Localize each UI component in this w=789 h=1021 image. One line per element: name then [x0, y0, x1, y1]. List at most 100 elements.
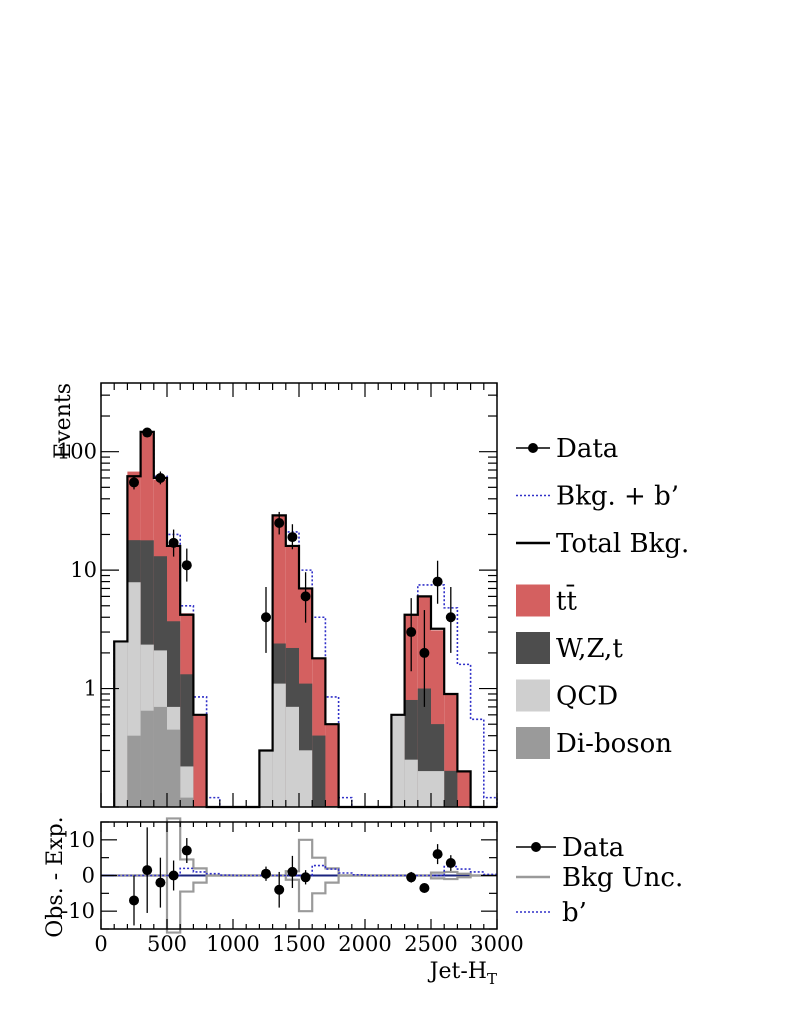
- stack-bar-qcd-24: [431, 771, 445, 807]
- ratio-y-axis-label: Obs. - Exp.: [43, 816, 68, 937]
- x-tick-label: 2000: [338, 932, 391, 956]
- ratio-point-1: [142, 865, 153, 876]
- legend-marker-dot: [531, 842, 541, 852]
- main-y-tick-label: 10: [70, 558, 97, 582]
- legend-label: tt̄: [556, 584, 577, 617]
- legend-label: QCD: [556, 682, 618, 712]
- ratio-point-0: [129, 895, 139, 906]
- ratio-point-5: [261, 868, 271, 879]
- ratio-axis-ticks: -10 0 10 0 500 1000 1500 2000 2500 3000: [61, 821, 524, 956]
- stack-bar-qcd-0: [114, 641, 128, 807]
- x-axis-label-main: Jet-H: [428, 959, 487, 984]
- stack-bar-diboson-3: [153, 706, 167, 807]
- legend-item-2: Total Bkg.: [516, 529, 689, 559]
- data-point-8: [300, 591, 311, 602]
- data-point-3: [168, 537, 179, 548]
- main-y-tick-label: 1: [84, 677, 97, 701]
- ratio-data-group: [129, 827, 456, 926]
- legend-swatch: [516, 632, 550, 664]
- legend-swatch: [516, 679, 550, 712]
- legend-label: Data: [562, 833, 624, 863]
- legend-label: Bkg Unc.: [562, 863, 683, 893]
- x-tick-label: 1500: [272, 932, 325, 956]
- x-tick-label: 1000: [206, 932, 259, 956]
- stack-bar-qcd-22: [404, 759, 418, 807]
- main-lines-group: [113, 430, 498, 809]
- x-tick-label: 2500: [404, 932, 457, 956]
- stack-bar-tt-26: [457, 770, 471, 807]
- legend-item-5: QCD: [516, 679, 618, 712]
- ratio-point-8: [300, 872, 311, 883]
- bkg-unc-lower: [114, 874, 497, 934]
- legend-item-3: tt̄: [516, 584, 577, 617]
- data-point-12: [445, 612, 456, 623]
- stack-bar-diboson-4: [167, 729, 181, 807]
- legend-label: b’: [562, 898, 587, 928]
- total-bkg-line: [113, 430, 497, 809]
- ratio-lines-group: [101, 817, 497, 934]
- main-data-group: [129, 427, 456, 707]
- ratio-y-tick-label: -10: [61, 899, 95, 923]
- bkg-unc-upper: [114, 817, 497, 877]
- stack-bar-wzt-25: [444, 770, 458, 807]
- legend-marker-dot: [528, 443, 538, 453]
- legend-label: W,Z,t: [556, 634, 623, 664]
- legend-swatch: [516, 727, 550, 759]
- main-axis-ticks: 1 10 100: [57, 383, 498, 808]
- legend-item-6: Di-boson: [516, 727, 672, 759]
- stack-bar-qcd-21: [391, 714, 405, 807]
- data-point-2: [155, 472, 166, 483]
- stack-bar-tt-6: [193, 714, 207, 807]
- main-stack-group: [114, 432, 471, 807]
- data-point-10: [419, 647, 430, 658]
- data-point-11: [432, 576, 443, 587]
- stack-bar-qcd-13: [285, 706, 299, 807]
- legend-label: Bkg. + b’: [556, 482, 679, 512]
- stack-bar-tt-16: [325, 724, 339, 807]
- stack-bar-qcd-5: [180, 766, 194, 807]
- ratio-point-6: [274, 884, 285, 895]
- data-point-7: [287, 532, 298, 543]
- stack-bar-diboson-2: [140, 710, 154, 807]
- main-panel: 1 10 100 Events Data Bkg. + b’ Total Bkg. tt̄…: [51, 382, 689, 809]
- main-y-tick-label: 100: [57, 440, 97, 464]
- legend-label: Di-boson: [556, 729, 672, 759]
- ratio-point-11: [432, 849, 443, 860]
- ratio-legend-item-0: Data: [516, 833, 624, 863]
- stack-bar-qcd-23: [417, 771, 431, 807]
- data-point-0: [129, 477, 139, 488]
- x-tick-label: 3000: [470, 932, 523, 956]
- stack-bar-diboson-5: [180, 797, 194, 807]
- main-legend: Data Bkg. + b’ Total Bkg. tt̄ W,Z,t QCD Di-bos…: [516, 434, 689, 759]
- ratio-legend-item-1: Bkg Unc.: [516, 863, 683, 893]
- ratio-point-2: [155, 877, 166, 888]
- stack-bar-qcd-12: [272, 683, 286, 807]
- main-y-axis-label: Events: [51, 383, 76, 459]
- x-tick-label: 0: [94, 932, 107, 956]
- data-point-6: [274, 517, 285, 528]
- data-point-4: [181, 560, 192, 571]
- stack-bar-qcd-14: [299, 750, 313, 807]
- legend-swatch: [516, 584, 550, 617]
- ratio-y-tick-label: 0: [82, 864, 95, 888]
- data-point-5: [261, 612, 271, 623]
- ratio-point-9: [406, 872, 417, 883]
- stack-bar-diboson-1: [127, 735, 141, 807]
- ratio-point-4: [181, 845, 192, 856]
- ratio-point-10: [419, 882, 430, 893]
- legend-item-0: Data: [516, 434, 618, 464]
- ratio-legend-item-2: b’: [516, 898, 587, 928]
- ratio-panel: -10 0 10 0 500 1000 1500 2000 2500 3000 Obs. - Ex…: [43, 816, 683, 988]
- legend-item-1: Bkg. + b’: [516, 482, 679, 512]
- x-axis-label-subscript: T: [487, 970, 497, 988]
- ratio-point-3: [168, 870, 179, 881]
- ratio-point-7: [287, 866, 298, 877]
- x-axis-label: Jet-HT: [428, 959, 497, 988]
- stack-bar-qcd-11: [259, 750, 273, 807]
- data-point-9: [406, 627, 417, 638]
- legend-label: Data: [556, 434, 618, 464]
- ratio-point-12: [445, 858, 456, 869]
- legend-label: Total Bkg.: [556, 529, 689, 559]
